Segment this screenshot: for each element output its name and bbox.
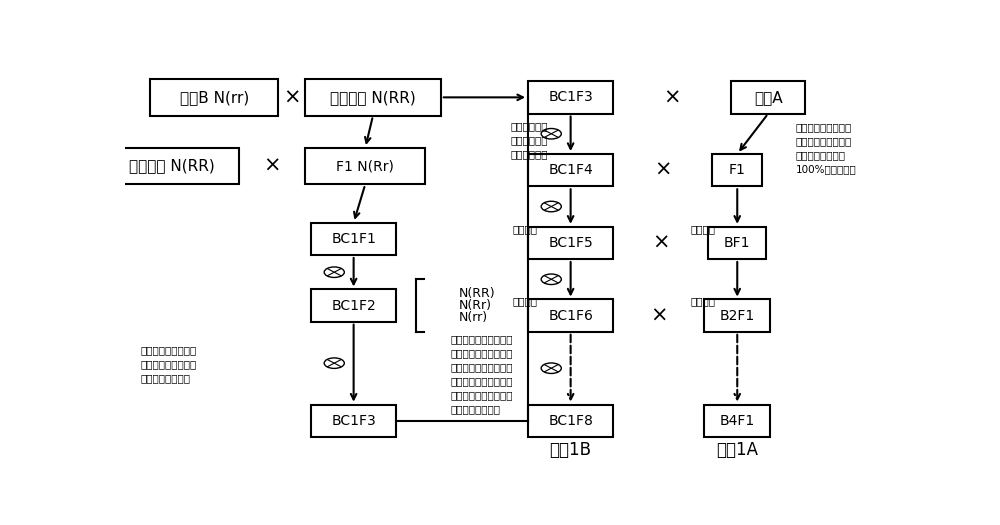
Text: 五山丝苗 N(RR): 五山丝苗 N(RR) bbox=[330, 90, 416, 105]
FancyBboxPatch shape bbox=[104, 148, 239, 184]
Text: 方法同上: 方法同上 bbox=[512, 297, 538, 307]
FancyBboxPatch shape bbox=[311, 405, 396, 437]
Text: ×: × bbox=[650, 306, 668, 326]
FancyBboxPatch shape bbox=[708, 227, 766, 259]
Text: N(RR): N(RR) bbox=[458, 287, 495, 300]
Text: BC1F6: BC1F6 bbox=[548, 309, 593, 323]
Text: BC1F1: BC1F1 bbox=[331, 232, 376, 246]
Text: F1 N(Rr): F1 N(Rr) bbox=[336, 159, 394, 173]
FancyBboxPatch shape bbox=[311, 289, 396, 322]
Text: ×: × bbox=[654, 160, 671, 180]
Text: 茎泰1A: 茎泰1A bbox=[716, 442, 758, 459]
FancyBboxPatch shape bbox=[528, 81, 613, 113]
FancyBboxPatch shape bbox=[712, 154, 762, 186]
Text: N(rr): N(rr) bbox=[458, 311, 487, 324]
Text: 筛选农艺性状优良、
全基因组序列与父本
更接近且花粉镜检
100%不育的单株: 筛选农艺性状优良、 全基因组序列与父本 更接近且花粉镜检 100%不育的单株 bbox=[795, 122, 856, 174]
FancyBboxPatch shape bbox=[731, 81, 805, 113]
Text: B2F1: B2F1 bbox=[720, 309, 755, 323]
Text: 茎泰1B: 茎泰1B bbox=[550, 442, 592, 459]
FancyBboxPatch shape bbox=[305, 148, 425, 184]
FancyBboxPatch shape bbox=[704, 405, 770, 437]
FancyBboxPatch shape bbox=[704, 299, 770, 332]
Text: B4F1: B4F1 bbox=[720, 414, 755, 428]
Text: BC1F8: BC1F8 bbox=[548, 414, 593, 428]
FancyBboxPatch shape bbox=[528, 299, 613, 332]
Text: ×: × bbox=[652, 233, 669, 253]
Text: BC1F2: BC1F2 bbox=[331, 299, 376, 312]
Text: BC1F5: BC1F5 bbox=[548, 236, 593, 250]
FancyBboxPatch shape bbox=[528, 227, 613, 259]
Text: ×: × bbox=[283, 87, 300, 107]
Text: 筛选农艺性状
优良、柱头外
露率高的株系: 筛选农艺性状 优良、柱头外 露率高的株系 bbox=[511, 121, 548, 159]
FancyBboxPatch shape bbox=[305, 79, 441, 116]
Text: BC1F3: BC1F3 bbox=[548, 90, 593, 104]
Text: 粤泰B N(rr): 粤泰B N(rr) bbox=[180, 90, 249, 105]
Text: 五山丝苗 N(RR): 五山丝苗 N(RR) bbox=[129, 159, 214, 174]
Text: BF1: BF1 bbox=[724, 236, 750, 250]
Text: 择优筛选含有双亲优
良性状且柱头外露率
高的单株进行混收: 择优筛选含有双亲优 良性状且柱头外露率 高的单株进行混收 bbox=[140, 345, 197, 383]
FancyBboxPatch shape bbox=[150, 79, 278, 116]
Text: F1: F1 bbox=[729, 163, 746, 177]
Text: 方法同上: 方法同上 bbox=[512, 224, 538, 234]
Text: 方法同上: 方法同上 bbox=[691, 224, 716, 234]
FancyBboxPatch shape bbox=[528, 154, 613, 186]
Text: 分子标记剔除含恢复基
因的单株得到不含恢复
基因的单株，进行全基
因组选择聚合双亲优良
性状且遗传背景与目标
亲本更近的单株。: 分子标记剔除含恢复基 因的单株得到不含恢复 基因的单株，进行全基 因组选择聚合双… bbox=[450, 334, 513, 414]
Text: 粤泰A: 粤泰A bbox=[754, 90, 783, 105]
FancyBboxPatch shape bbox=[528, 405, 613, 437]
Text: BC1F3: BC1F3 bbox=[331, 414, 376, 428]
Text: 方法同上: 方法同上 bbox=[691, 297, 716, 307]
Text: BC1F4: BC1F4 bbox=[548, 163, 593, 177]
FancyBboxPatch shape bbox=[311, 223, 396, 255]
Text: ×: × bbox=[664, 87, 681, 107]
Text: ×: × bbox=[264, 156, 281, 176]
Text: N(Rr): N(Rr) bbox=[458, 299, 491, 312]
